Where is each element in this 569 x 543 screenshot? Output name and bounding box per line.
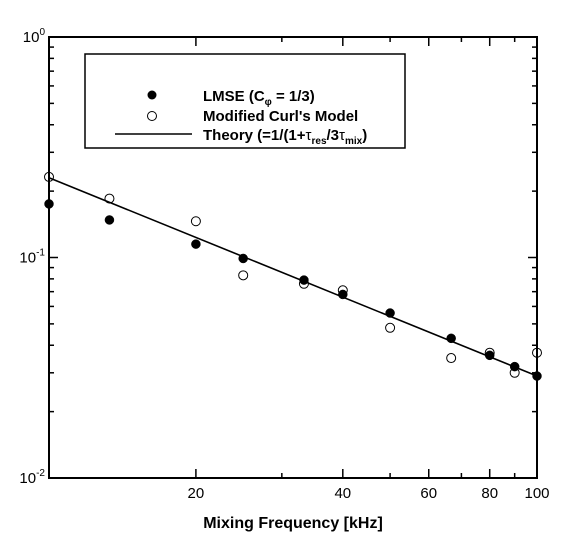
legend-box	[84, 53, 406, 149]
curl-point	[190, 216, 201, 227]
lmse-point	[191, 239, 201, 249]
legend: LMSE (Cφ = 1/3) Modified Curl's Model Th…	[84, 53, 406, 149]
curl-point	[385, 322, 396, 333]
x-tick-label: 40	[334, 485, 351, 502]
x-axis-label: Mixing Frequency [kHz]	[203, 515, 383, 532]
lmse-point	[104, 215, 115, 225]
curl-point	[446, 353, 457, 364]
x-tick-label: 20	[188, 485, 205, 502]
curl-point	[238, 270, 249, 281]
series-layer	[44, 171, 542, 381]
theory-line	[48, 176, 538, 377]
y-tick-label: 100	[23, 27, 46, 46]
legend-label-lmse: LMSE (Cφ = 1/3)	[203, 88, 315, 108]
legend-marker-curl	[147, 111, 157, 121]
curl-point	[509, 367, 520, 378]
legend-label-curl: Modified Curl's Model	[203, 108, 358, 125]
legend-label-theory: Theory (=1/(1+τres/3τmix)	[203, 127, 367, 147]
axis-ticks	[48, 37, 538, 479]
tick-labels: 20 40 60 80 100 10-2 10-1 100	[19, 27, 549, 502]
curl-point	[44, 171, 54, 182]
y-tick-label: 10-2	[19, 468, 45, 487]
curl-point	[337, 285, 348, 296]
lmse-point	[44, 199, 54, 209]
curl-point	[532, 347, 542, 358]
legend-marker-lmse	[147, 90, 157, 100]
x-tick-label: 100	[524, 485, 549, 502]
y-tick-label: 10-1	[19, 248, 45, 267]
x-tick-label: 80	[481, 485, 498, 502]
x-tick-label: 60	[420, 485, 437, 502]
